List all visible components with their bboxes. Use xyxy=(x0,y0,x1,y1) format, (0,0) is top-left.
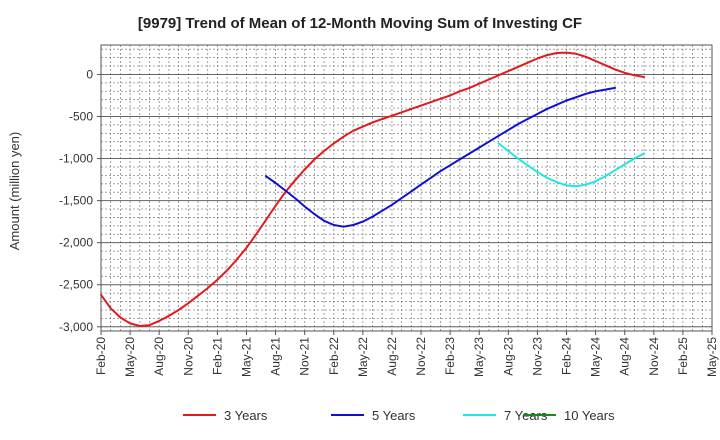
x-tick-label: May-21 xyxy=(239,337,253,377)
series-lines xyxy=(100,51,646,327)
x-tick-label: Feb-20 xyxy=(94,337,108,375)
x-tick-label: May-22 xyxy=(356,337,370,377)
series-line-3-years xyxy=(100,51,646,327)
x-tick-label: Nov-22 xyxy=(414,337,428,376)
x-axis-ticks: Feb-20 May-20 Aug-20 Nov-20 Feb-21 May-21 Aug-… xyxy=(94,331,719,377)
grid xyxy=(100,45,713,331)
x-tick-label: Nov-20 xyxy=(181,337,195,376)
y-tick-label: -2,500 xyxy=(59,278,93,292)
x-tick-label: Feb-25 xyxy=(676,337,690,375)
x-tick-label: May-23 xyxy=(472,337,486,377)
y-axis-ticks: 0 -500 -1,000 -1,500 -2,000 -2,500 -3,000 xyxy=(59,67,101,334)
x-tick-label: May-24 xyxy=(589,337,603,377)
x-tick-label: Nov-24 xyxy=(647,337,661,376)
legend-label: 3 Years xyxy=(224,408,268,423)
plot-frame xyxy=(100,44,713,332)
chart-title: [9979] Trend of Mean of 12-Month Moving … xyxy=(137,15,583,32)
y-tick-label: -2,000 xyxy=(59,236,93,250)
x-tick-label: Feb-21 xyxy=(210,337,224,375)
legend: 3 Years 5 Years 7 Years 10 Years xyxy=(183,408,615,423)
y-axis-label: Amount (million yen) xyxy=(7,132,22,251)
x-tick-label: Feb-23 xyxy=(443,337,457,375)
y-tick-label: -3,000 xyxy=(59,320,93,334)
series-line-5-years xyxy=(264,86,616,228)
x-tick-label: Feb-22 xyxy=(327,337,341,375)
x-tick-label: Aug-22 xyxy=(385,337,399,376)
y-tick-label: 0 xyxy=(86,67,93,81)
x-tick-label: Feb-24 xyxy=(560,337,574,375)
x-tick-label: Aug-23 xyxy=(501,337,515,376)
legend-label: 5 Years xyxy=(372,408,416,423)
series-line-7-years xyxy=(497,142,646,188)
y-tick-label: -500 xyxy=(69,110,93,124)
x-tick-label: Nov-23 xyxy=(530,337,544,376)
x-tick-label: Aug-24 xyxy=(618,337,632,376)
y-tick-label: -1,500 xyxy=(59,194,93,208)
x-tick-label: May-20 xyxy=(123,337,137,377)
x-tick-label: Aug-20 xyxy=(152,337,166,376)
x-tick-label: May-25 xyxy=(705,337,719,377)
x-tick-label: Nov-21 xyxy=(298,337,312,376)
y-tick-label: -1,000 xyxy=(59,152,93,166)
x-tick-label: Aug-21 xyxy=(269,337,283,376)
legend-label: 10 Years xyxy=(564,408,615,423)
